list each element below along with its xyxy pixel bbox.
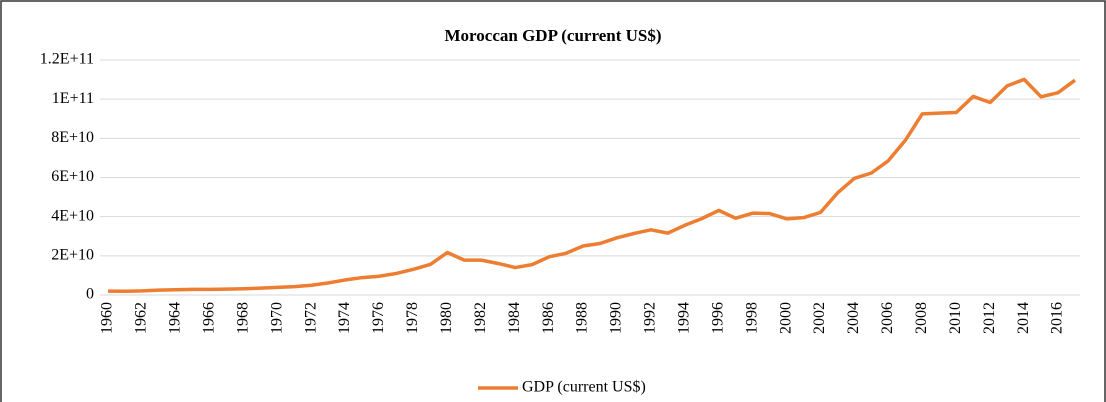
x-tick-label: 1980 bbox=[438, 302, 455, 334]
x-tick-label: 1966 bbox=[200, 302, 217, 334]
x-tick-label: 1972 bbox=[302, 302, 319, 334]
legend-label: GDP (current US$) bbox=[522, 379, 646, 396]
x-tick-label: 1986 bbox=[540, 302, 557, 334]
x-tick-label: 1960 bbox=[99, 302, 116, 334]
y-tick-label: 4E+10 bbox=[51, 207, 94, 224]
y-tick-label: 1E+11 bbox=[52, 90, 94, 107]
x-tick-label: 1962 bbox=[133, 302, 150, 334]
x-tick-label: 2004 bbox=[845, 302, 862, 334]
x-tick-label: 1988 bbox=[574, 302, 591, 334]
x-tick-label: 2016 bbox=[1049, 302, 1066, 334]
x-tick-label: 1964 bbox=[167, 302, 184, 334]
x-tick-label: 1992 bbox=[642, 302, 659, 334]
x-tick-label: 2006 bbox=[879, 302, 896, 334]
y-tick-label: 6E+10 bbox=[51, 168, 94, 185]
x-tick-label: 1998 bbox=[743, 302, 760, 334]
x-tick-label: 1994 bbox=[675, 302, 692, 334]
y-tick-label: 0 bbox=[86, 286, 94, 303]
series-line bbox=[107, 77, 1077, 294]
x-tick-label: 1978 bbox=[404, 302, 421, 334]
y-tick-label: 2E+10 bbox=[51, 247, 94, 264]
y-tick-label: 1.2E+11 bbox=[40, 51, 94, 68]
chart-title: Moroccan GDP (current US$) bbox=[444, 26, 661, 45]
x-tick-label: 1976 bbox=[370, 302, 387, 334]
x-tick-label: 2002 bbox=[811, 302, 828, 334]
x-tick-label: 1996 bbox=[709, 302, 726, 334]
x-tick-label: 1990 bbox=[608, 302, 625, 334]
y-tick-label: 8E+10 bbox=[51, 129, 94, 146]
x-tick-label: 1984 bbox=[506, 302, 523, 334]
x-tick-label: 2000 bbox=[777, 302, 794, 334]
x-tick-label: 1968 bbox=[234, 302, 251, 334]
x-tick-label: 1982 bbox=[472, 302, 489, 334]
x-tick-label: 2010 bbox=[947, 302, 964, 334]
x-tick-label: 2014 bbox=[1015, 302, 1032, 334]
x-tick-label: 1974 bbox=[336, 302, 353, 334]
x-tick-label: 2008 bbox=[913, 302, 930, 334]
x-tick-label: 1970 bbox=[268, 302, 285, 334]
x-tick-label: 2012 bbox=[981, 302, 998, 334]
